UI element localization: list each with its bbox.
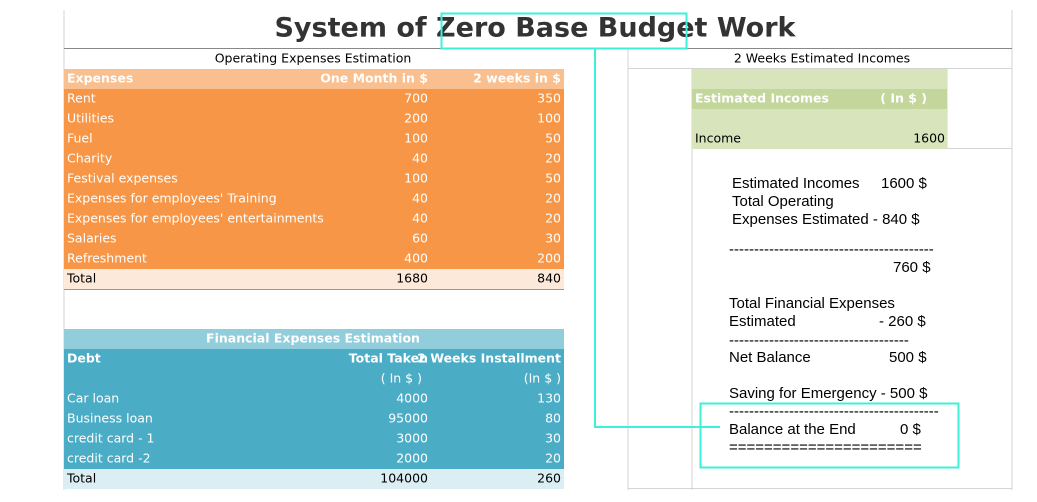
column-header: Total Taken <box>349 351 428 366</box>
summary-line: 760 $ <box>893 259 931 276</box>
summary-line: Total Financial Expenses <box>729 295 895 312</box>
summary-line: ----------------------------------------… <box>729 403 939 420</box>
summary-line: 500 $ <box>889 349 927 366</box>
table-cell: 20 <box>545 451 561 466</box>
table-cell: Utilities <box>67 111 114 126</box>
summary-line: Estimated <box>729 313 796 330</box>
row-fill <box>64 69 564 89</box>
table-cell: 200 <box>404 111 428 126</box>
summary-line: Balance at the End <box>729 421 856 438</box>
unit-label: ( In $ ) <box>381 371 422 386</box>
table-cell: 50 <box>545 171 561 186</box>
summary-line: ------------------------------------ <box>729 332 909 349</box>
table-cell: Rent <box>67 91 96 106</box>
column-header: 2 Weeks Installment <box>417 351 561 366</box>
table-cell: 1600 <box>913 131 945 146</box>
income-header-fill <box>692 89 947 109</box>
table-cell: 700 <box>404 91 428 106</box>
table-cell: Charity <box>67 151 113 166</box>
sheet-title: System of Zero Base Budget Work <box>274 13 796 44</box>
row-fill <box>64 89 564 269</box>
row-fill <box>64 269 564 289</box>
column-header: Estimated Incomes <box>695 91 829 106</box>
table-cell: 95000 <box>388 411 428 426</box>
table-cell: 3000 <box>396 431 428 446</box>
table-cell: credit card - 1 <box>67 431 155 446</box>
table-cell: Festival expenses <box>67 171 178 186</box>
table-cell: Expenses for employees' Training <box>67 191 277 206</box>
row-fill <box>64 469 564 489</box>
summary-line: Estimated Incomes <box>732 175 860 192</box>
highlight-box <box>440 12 688 50</box>
table-cell: 100 <box>537 111 561 126</box>
summary-line: Total Operating <box>732 193 834 210</box>
summary-line: 1600 $ <box>881 175 928 192</box>
table-cell: 130 <box>537 391 561 406</box>
table-cell: 80 <box>545 411 561 426</box>
table-cell: 2000 <box>396 451 428 466</box>
highlight-box <box>699 402 960 469</box>
content: Operating Expenses Estimation Expenses One… <box>64 51 947 489</box>
table-cell: 60 <box>412 231 428 246</box>
total-cell: 840 <box>537 271 561 286</box>
table-cell: 4000 <box>396 391 428 406</box>
table-cell: 30 <box>545 231 561 246</box>
table-cell: 200 <box>537 251 561 266</box>
connector <box>594 49 720 428</box>
table-cell: 400 <box>404 251 428 266</box>
summary-line: Saving for Emergency - 500 $ <box>729 385 928 402</box>
table-cell: credit card -2 <box>67 451 151 466</box>
table-cell: Car loan <box>67 391 119 406</box>
table-cell: Refreshment <box>67 251 147 266</box>
column-header: 2 weeks in $ <box>473 71 561 86</box>
table-cell: 40 <box>412 151 428 166</box>
column-header: Debt <box>67 351 101 366</box>
table-cell: 350 <box>537 91 561 106</box>
row-fill <box>64 329 564 349</box>
total-cell: Total <box>66 471 96 486</box>
summary-line: Net Balance <box>729 349 811 366</box>
summary-line: Expenses Estimated - 840 $ <box>732 211 920 228</box>
table-cell: 20 <box>545 211 561 226</box>
total-cell: 104000 <box>380 471 428 486</box>
table-heading: 2 Weeks Estimated Incomes <box>734 51 910 66</box>
table-cell: 20 <box>545 151 561 166</box>
table-cell: Fuel <box>67 131 93 146</box>
table-cell: 20 <box>545 191 561 206</box>
unit-label: (In $ ) <box>524 371 561 386</box>
column-header: Expenses <box>67 71 133 86</box>
table-cell: 100 <box>404 171 428 186</box>
table-cell: Income <box>695 131 741 146</box>
summary-line: ----------------------------------------… <box>729 241 934 258</box>
table-cell: 30 <box>545 431 561 446</box>
summary-line: 0 $ <box>900 421 922 438</box>
table-cell: Salaries <box>67 231 117 246</box>
summary-line: ====================== <box>729 439 922 456</box>
table-cell: 50 <box>545 131 561 146</box>
table-cell: 100 <box>404 131 428 146</box>
total-cell: 1680 <box>396 271 428 286</box>
table-cell: Business loan <box>67 411 153 426</box>
column-header: One Month in $ <box>320 71 428 86</box>
table-cell: 40 <box>412 191 428 206</box>
total-cell: Total <box>66 271 96 286</box>
table-heading: Financial Expenses Estimation <box>206 331 420 346</box>
total-cell: 260 <box>537 471 561 486</box>
column-header: ( In $ ) <box>880 91 927 106</box>
summary-line: - 260 $ <box>879 313 926 330</box>
table-cell: Expenses for employees' entertainments <box>67 211 324 226</box>
table-cell: 40 <box>412 211 428 226</box>
row-fill <box>64 349 564 469</box>
table-heading: Operating Expenses Estimation <box>215 51 412 66</box>
